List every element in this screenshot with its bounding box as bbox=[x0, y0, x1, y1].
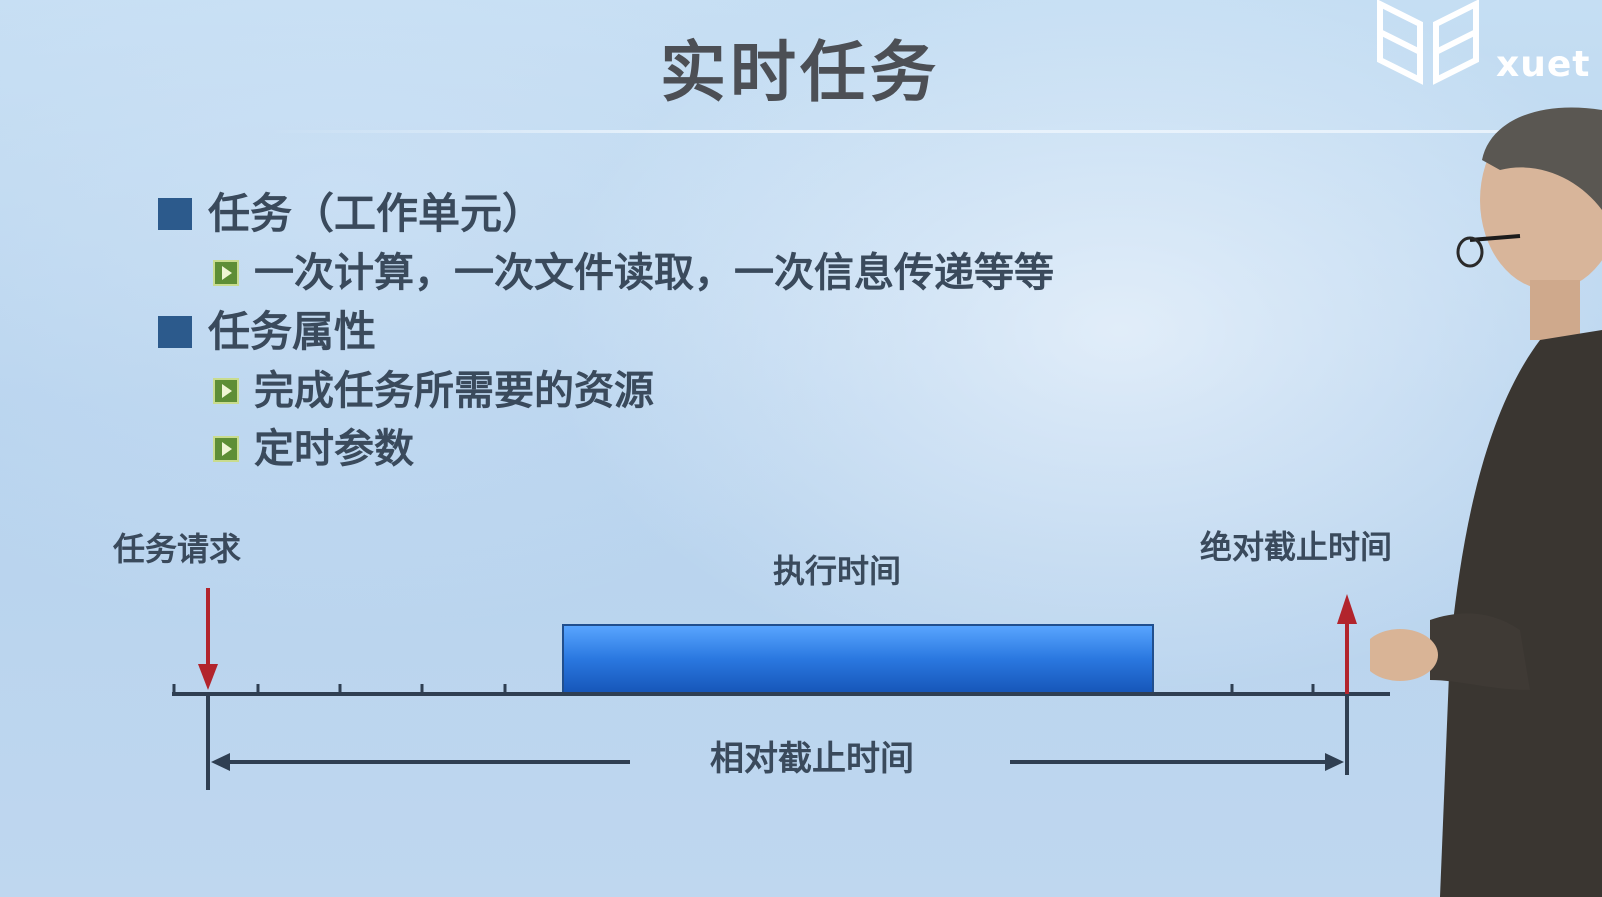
task-request-label: 任务请求 bbox=[113, 530, 241, 568]
square-bullet-icon bbox=[158, 198, 192, 230]
bullet-text: 定时参数 bbox=[254, 426, 414, 472]
presenter-figure bbox=[1370, 107, 1602, 897]
relative-deadline-label: 相对截止时间 bbox=[710, 739, 914, 779]
book-grid-logo-icon bbox=[1377, 0, 1479, 85]
task-request-arrow bbox=[198, 588, 218, 690]
bullet-list: 任务（工作单元） 一次计算，一次文件读取，一次信息传递等等 任务属性 完成任务所… bbox=[158, 184, 1054, 478]
title-divider bbox=[270, 130, 1602, 133]
relative-deadline-right-arrow bbox=[1010, 753, 1344, 771]
logo-text: xuet bbox=[1496, 44, 1591, 85]
bullet-text: 完成任务所需要的资源 bbox=[254, 368, 654, 414]
execution-bar bbox=[562, 624, 1154, 694]
slide-title: 实时任务 bbox=[660, 34, 940, 111]
absolute-deadline-label: 绝对截止时间 bbox=[1200, 528, 1392, 566]
bullet-text: 任务属性 bbox=[208, 307, 377, 356]
bullet-level1: 任务（工作单元） bbox=[158, 184, 1054, 244]
bullet-level1: 任务属性 bbox=[158, 302, 1054, 362]
bullet-text: 任务（工作单元） bbox=[208, 189, 545, 238]
play-triangle-bullet-icon bbox=[213, 378, 239, 404]
execution-time-label: 执行时间 bbox=[773, 552, 901, 590]
xuetang-logo: xuet bbox=[1376, 0, 1602, 86]
relative-deadline-left-arrow bbox=[211, 753, 630, 771]
play-triangle-bullet-icon bbox=[213, 260, 239, 286]
bullet-level2: 完成任务所需要的资源 bbox=[158, 362, 1054, 420]
bullet-level2: 定时参数 bbox=[158, 420, 1054, 478]
axis-ticks bbox=[172, 684, 1315, 694]
square-bullet-icon bbox=[158, 316, 192, 348]
play-triangle-bullet-icon bbox=[213, 436, 239, 462]
absolute-deadline-arrow bbox=[1337, 594, 1357, 694]
bullet-level2: 一次计算，一次文件读取，一次信息传递等等 bbox=[158, 244, 1054, 302]
bullet-text: 一次计算，一次文件读取，一次信息传递等等 bbox=[254, 250, 1054, 296]
